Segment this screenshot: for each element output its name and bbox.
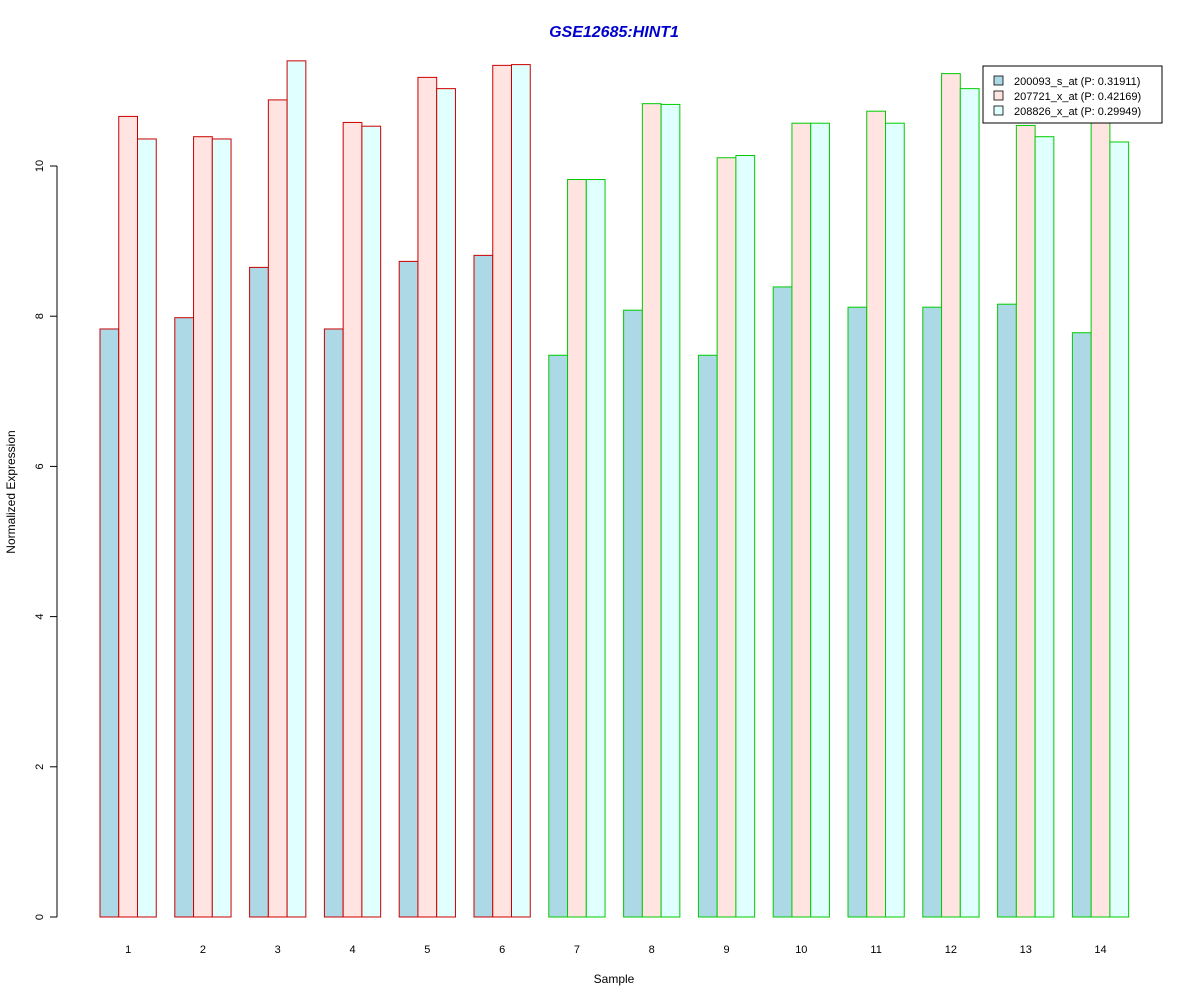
x-tick-label: 5 [424, 944, 430, 956]
legend-label: 207721_x_at (P: 0.42169) [1014, 91, 1141, 103]
bar [866, 110, 886, 918]
y-axis-label: Normalized Expression [4, 430, 18, 553]
bar [473, 254, 494, 918]
bar [99, 328, 120, 918]
x-tick-label: 7 [574, 944, 580, 956]
legend-entry: 200093_s_at (P: 0.31911) [993, 75, 1140, 88]
bar [660, 103, 681, 918]
bar [211, 138, 232, 918]
bar [623, 309, 643, 918]
bar [193, 136, 213, 918]
x-tick-label: 12 [945, 944, 957, 956]
x-tick-label: 6 [499, 944, 505, 956]
x-tick-label: 8 [649, 944, 655, 956]
bar [548, 354, 569, 918]
x-tick-label: 13 [1020, 944, 1032, 956]
bar [118, 115, 138, 918]
x-tick-label: 14 [1094, 944, 1106, 956]
bar [772, 286, 793, 918]
bar [361, 125, 382, 918]
y-tick-label: 2 [34, 764, 46, 770]
bar-group-7 [548, 179, 606, 918]
legend-swatch [993, 105, 1004, 116]
bar [137, 138, 157, 918]
bar [959, 88, 980, 918]
bar [267, 99, 288, 918]
bar-group-8 [623, 103, 681, 918]
legend-swatch [993, 90, 1004, 101]
legend-label: 200093_s_at (P: 0.31911) [1014, 76, 1140, 88]
x-tick-label: 11 [870, 944, 881, 956]
y-tick-label: 8 [34, 313, 46, 319]
bar [716, 157, 737, 918]
bar [249, 266, 269, 918]
chart-title: GSE12685:HINT1 [549, 24, 679, 41]
legend-label: 208826_x_at (P: 0.29949) [1014, 106, 1141, 118]
bar-group-13 [997, 124, 1055, 918]
bar-group-10 [772, 122, 830, 918]
bar [735, 154, 756, 918]
bar-group-6 [473, 64, 531, 918]
x-tick-label: 9 [723, 944, 729, 956]
bar-group-3 [249, 60, 307, 918]
bar [511, 64, 531, 918]
bar [174, 317, 195, 918]
bar [1015, 124, 1036, 918]
bar [492, 64, 512, 918]
bar-group-5 [398, 76, 456, 918]
bar [997, 303, 1017, 918]
bar-group-9 [697, 154, 756, 918]
bar [1090, 120, 1111, 918]
bar [697, 354, 718, 918]
bars-group [99, 60, 1130, 918]
bar [1034, 136, 1055, 918]
bar [885, 122, 905, 918]
legend-box [982, 65, 1163, 124]
bar-group-1 [99, 115, 157, 918]
bar-group-4 [323, 121, 382, 918]
bar [436, 88, 456, 918]
bar [567, 179, 587, 918]
x-tick-label: 2 [200, 944, 206, 956]
bar [286, 60, 307, 918]
bar [941, 73, 961, 918]
bar [791, 122, 812, 918]
bar [1109, 141, 1130, 918]
x-tick-label: 1 [125, 944, 131, 956]
x-tick-label: 3 [275, 944, 281, 956]
legend-entry: 207721_x_at (P: 0.42169) [993, 90, 1141, 103]
y-tick-label: 4 [34, 614, 46, 620]
legend-entry: 208826_x_at (P: 0.29949) [993, 105, 1141, 118]
x-tick-labels: 1 2 3 4 5 6 7 8 9 10 11 12 13 14 [125, 944, 1107, 956]
x-axis-label: Sample [594, 972, 635, 986]
bar-group-11 [847, 110, 905, 918]
bar [922, 306, 943, 918]
x-tick-label: 10 [795, 944, 807, 956]
bar [323, 328, 344, 918]
y-tick-label: 6 [34, 463, 46, 469]
bar [398, 260, 419, 918]
bar [342, 121, 363, 918]
bar-group-14 [1071, 120, 1130, 918]
bar [641, 103, 662, 918]
bar-group-12 [922, 73, 980, 918]
x-tick-label: 4 [349, 944, 355, 956]
bar-group-2 [174, 136, 232, 918]
y-tick-label: 10 [34, 160, 46, 172]
legend: 200093_s_at (P: 0.31911) 207721_x_at (P:… [982, 65, 1163, 124]
y-tick-label: 0 [34, 914, 46, 920]
legend-swatch [993, 75, 1004, 86]
bar [1071, 332, 1092, 918]
bar [847, 306, 868, 918]
bar [810, 122, 830, 918]
y-axis: 0 2 4 6 8 10 [34, 160, 58, 920]
bar [417, 76, 438, 918]
bar [585, 179, 606, 918]
